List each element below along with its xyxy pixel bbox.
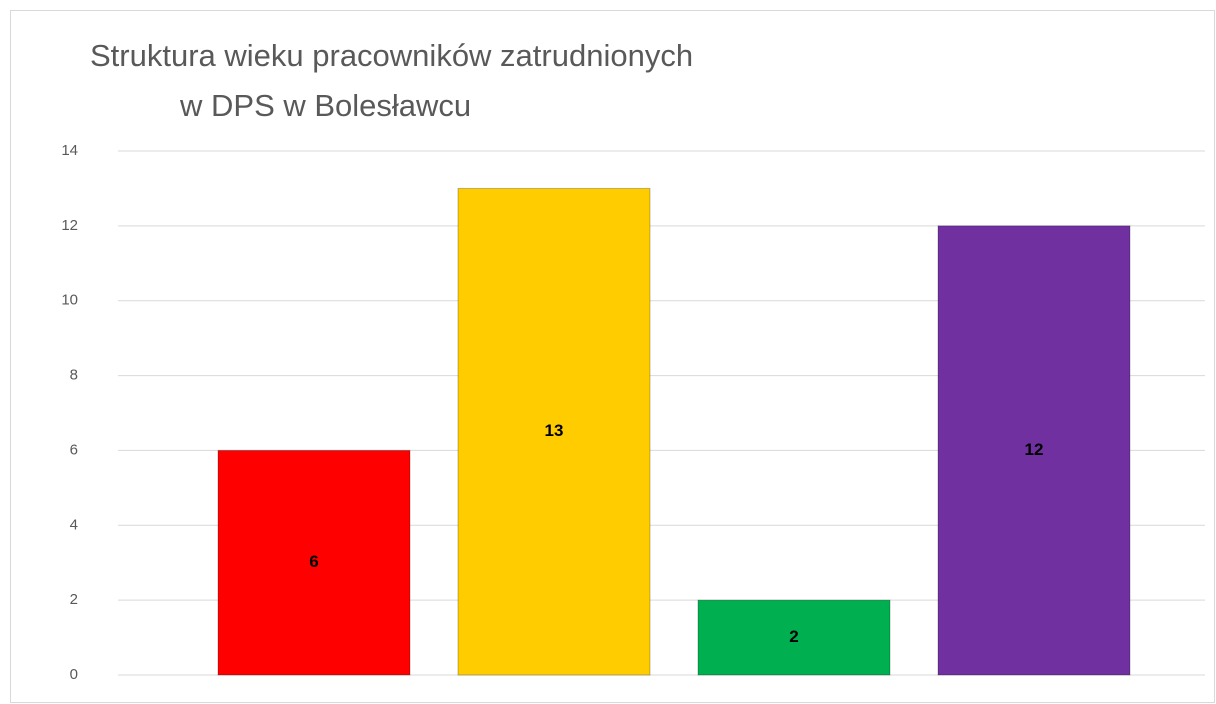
- y-tick-label: 0: [70, 666, 78, 683]
- bar: [697, 599, 891, 676]
- y-tick-label: 8: [70, 367, 78, 384]
- y-tick-label: 4: [70, 516, 78, 533]
- chart-title: w DPS w Bolesławcu: [179, 88, 471, 123]
- y-tick-label: 2: [70, 591, 78, 608]
- y-tick-label: 12: [61, 217, 78, 234]
- bar: [457, 187, 651, 676]
- y-tick-label: 6: [70, 441, 78, 458]
- chart-title: Struktura wieku pracowników zatrudnionyc…: [90, 38, 693, 73]
- data-label: 12: [1025, 440, 1044, 459]
- data-label: 6: [309, 552, 318, 571]
- bar: [937, 225, 1131, 676]
- data-label: 13: [545, 421, 564, 440]
- data-label: 2: [789, 627, 798, 646]
- bar: [217, 449, 411, 676]
- y-tick-label: 10: [61, 292, 78, 309]
- y-tick-label: 14: [61, 142, 78, 159]
